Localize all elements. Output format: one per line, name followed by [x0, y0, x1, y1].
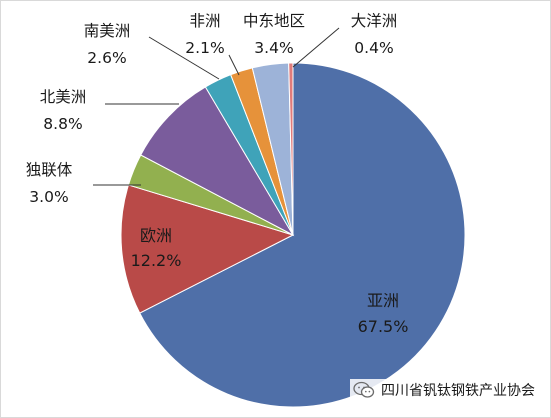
- slice-name-label: 中东地区: [243, 12, 305, 30]
- slice-percent-label: 3.0%: [29, 188, 68, 206]
- pie-slice-1: [139, 62, 466, 408]
- slice-percent-label: 12.2%: [131, 251, 182, 270]
- leader-line-6: [228, 54, 240, 76]
- slice-percent-label: 8.8%: [43, 115, 82, 133]
- leader-line-8: [292, 27, 340, 68]
- slice-name-label: 亚洲: [367, 291, 399, 310]
- slice-percent-label: 3.4%: [254, 39, 293, 57]
- slice-percent-label: 67.5%: [358, 317, 409, 336]
- leader-line-5: [148, 36, 220, 80]
- slice-name-label: 南美洲: [84, 22, 131, 40]
- slice-name-label: 北美洲: [40, 88, 87, 106]
- slice-name-label: 独联体: [26, 161, 73, 179]
- slice-name-label: 大洋洲: [351, 12, 398, 30]
- pie-slice-8: [288, 62, 294, 236]
- slice-percent-label: 2.6%: [87, 49, 126, 67]
- pie-slice-4: [140, 86, 295, 237]
- slice-percent-label: 2.1%: [185, 39, 224, 57]
- pie-slice-2: [120, 184, 295, 314]
- slice-name-label: 非洲: [189, 12, 220, 30]
- slice-name-label: 欧洲: [140, 226, 172, 245]
- watermark: 四川省钒钛钢铁产业协会: [350, 379, 538, 401]
- wechat-icon: [353, 381, 375, 398]
- slice-percent-label: 0.4%: [354, 39, 393, 57]
- watermark-text: 四川省钒钛钢铁产业协会: [381, 383, 535, 399]
